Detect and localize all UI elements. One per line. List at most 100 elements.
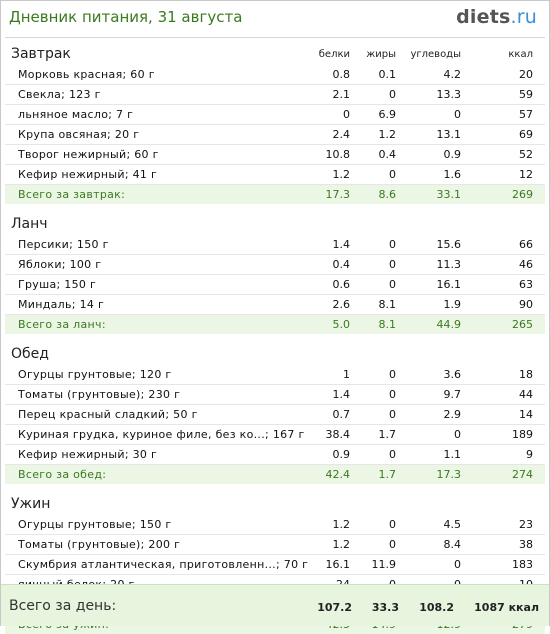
food-protein: 1.2 — [332, 518, 351, 531]
meal-total-kcal: 265 — [512, 318, 533, 331]
food-name: Перец красный сладкий; 50 г — [18, 408, 198, 421]
food-name: Миндаль; 14 г — [18, 298, 105, 311]
food-row: Яблоки; 100 г 0.4 0 11.3 46 — [5, 255, 545, 275]
food-carbs: 8.4 — [443, 538, 462, 551]
meal-total-fat: 1.7 — [378, 468, 397, 481]
food-kcal: 46 — [519, 258, 533, 271]
column-header-protein: белки — [318, 49, 350, 60]
food-carbs: 11.3 — [436, 258, 462, 271]
food-fat: 8.1 — [378, 298, 397, 311]
food-kcal: 90 — [519, 298, 533, 311]
column-header-kcal: ккал — [508, 49, 533, 60]
food-fat: 0 — [389, 238, 396, 251]
food-fat: 0 — [389, 368, 396, 381]
food-protein: 0.7 — [332, 408, 351, 421]
meal-total-kcal: 269 — [512, 188, 533, 201]
meal-section: Ланч Персики; 150 г 1.4 0 15.6 66 Яблоки; 100 … — [5, 213, 545, 343]
meal-title: Завтрак — [11, 46, 71, 62]
food-carbs: 3.6 — [443, 368, 462, 381]
meal-total-fat: 8.1 — [378, 318, 397, 331]
food-fat: 11.9 — [371, 558, 397, 571]
food-fat: 0 — [389, 518, 396, 531]
food-row: Томаты (грунтовые); 230 г 1.4 0 9.7 44 — [5, 385, 545, 405]
meal-section: Обед Огурцы грунтовые; 120 г 1 0 3.6 18 Томаты… — [5, 343, 545, 493]
food-row: Огурцы грунтовые; 120 г 1 0 3.6 18 — [5, 365, 545, 385]
food-kcal: 44 — [519, 388, 533, 401]
food-fat: 0 — [389, 278, 396, 291]
food-row: Кефир нежирный; 30 г 0.9 0 1.1 9 — [5, 445, 545, 465]
food-carbs: 1.9 — [443, 298, 462, 311]
food-kcal: 12 — [519, 168, 533, 181]
food-row: Творог нежирный; 60 г 10.8 0.4 0.9 52 — [5, 145, 545, 165]
meal-total-carbs: 44.9 — [436, 318, 462, 331]
food-name: Куриная грудка, куриное филе, без ко...;… — [18, 428, 305, 441]
meal-spacer — [5, 484, 545, 493]
meal-title: Ужин — [11, 496, 51, 512]
food-name: Огурцы грунтовые; 150 г — [18, 518, 172, 531]
page-title: Дневник питания, 31 августа — [9, 8, 243, 26]
food-row: Персики; 150 г 1.4 0 15.6 66 — [5, 235, 545, 255]
food-fat: 0.1 — [378, 68, 397, 81]
food-name: Яблоки; 100 г — [18, 258, 102, 271]
food-protein: 0.9 — [332, 448, 351, 461]
food-protein: 38.4 — [325, 428, 351, 441]
meal-total-label: Всего за обед: — [18, 468, 107, 481]
food-row: Томаты (грунтовые); 200 г 1.2 0 8.4 38 — [5, 535, 545, 555]
food-protein: 1.4 — [332, 238, 351, 251]
food-kcal: 9 — [526, 448, 533, 461]
food-row: Морковь красная; 60 г 0.8 0.1 4.2 20 — [5, 65, 545, 85]
meal-header: Завтрак белки жиры углеводы ккал — [5, 43, 545, 65]
food-fat: 0 — [389, 538, 396, 551]
day-total-fat: 33.3 — [371, 601, 399, 614]
food-carbs: 2.9 — [443, 408, 462, 421]
food-row: Груша; 150 г 0.6 0 16.1 63 — [5, 275, 545, 295]
food-kcal: 57 — [519, 108, 533, 121]
food-carbs: 13.1 — [436, 128, 462, 141]
food-protein: 0.8 — [332, 68, 351, 81]
day-total-carbs: 108.2 — [419, 601, 454, 614]
food-carbs: 1.1 — [443, 448, 462, 461]
food-carbs: 0.9 — [443, 148, 462, 161]
food-carbs: 0 — [454, 428, 461, 441]
meal-total-row: Всего за ланч: 5.0 8.1 44.9 265 — [5, 315, 545, 334]
day-total-bar: Всего за день: 107.2 33.3 108.2 1087 кка… — [1, 584, 549, 626]
logo-tld: .ru — [510, 6, 537, 28]
food-protein: 1.2 — [332, 168, 351, 181]
food-carbs: 4.2 — [443, 68, 462, 81]
meal-header: Обед — [5, 343, 545, 365]
food-kcal: 52 — [519, 148, 533, 161]
food-fat: 0 — [389, 448, 396, 461]
food-row: Перец красный сладкий; 50 г 0.7 0 2.9 14 — [5, 405, 545, 425]
food-name: Томаты (грунтовые); 230 г — [18, 388, 181, 401]
meals-list: Завтрак белки жиры углеводы ккал Морковь крас… — [5, 43, 545, 634]
food-protein: 2.1 — [332, 88, 351, 101]
food-kcal: 183 — [512, 558, 533, 571]
meal-total-protein: 17.3 — [325, 188, 351, 201]
food-name: льняное масло; 7 г — [18, 108, 134, 121]
logo-name: diets — [456, 6, 511, 28]
food-protein: 1.2 — [332, 538, 351, 551]
site-logo[interactable]: diets.ru — [456, 6, 537, 28]
food-row: Крупа овсяная; 20 г 2.4 1.2 13.1 69 — [5, 125, 545, 145]
food-protein: 1 — [343, 368, 350, 381]
meal-total-fat: 8.6 — [378, 188, 397, 201]
food-protein: 0 — [343, 108, 350, 121]
day-total-protein: 107.2 — [317, 601, 352, 614]
food-row: Огурцы грунтовые; 150 г 1.2 0 4.5 23 — [5, 515, 545, 535]
meal-spacer — [5, 204, 545, 213]
food-fat: 0 — [389, 388, 396, 401]
food-carbs: 16.1 — [436, 278, 462, 291]
meal-header: Ланч — [5, 213, 545, 235]
food-fat: 0 — [389, 88, 396, 101]
food-kcal: 18 — [519, 368, 533, 381]
food-fat: 0 — [389, 168, 396, 181]
food-name: Кефир нежирный; 41 г — [18, 168, 158, 181]
food-protein: 1.4 — [332, 388, 351, 401]
column-header-carbs: углеводы — [410, 49, 461, 60]
food-kcal: 66 — [519, 238, 533, 251]
food-name: Морковь красная; 60 г — [18, 68, 155, 81]
food-carbs: 0 — [454, 108, 461, 121]
meal-total-protein: 5.0 — [332, 318, 351, 331]
food-name: Груша; 150 г — [18, 278, 97, 291]
food-kcal: 59 — [519, 88, 533, 101]
